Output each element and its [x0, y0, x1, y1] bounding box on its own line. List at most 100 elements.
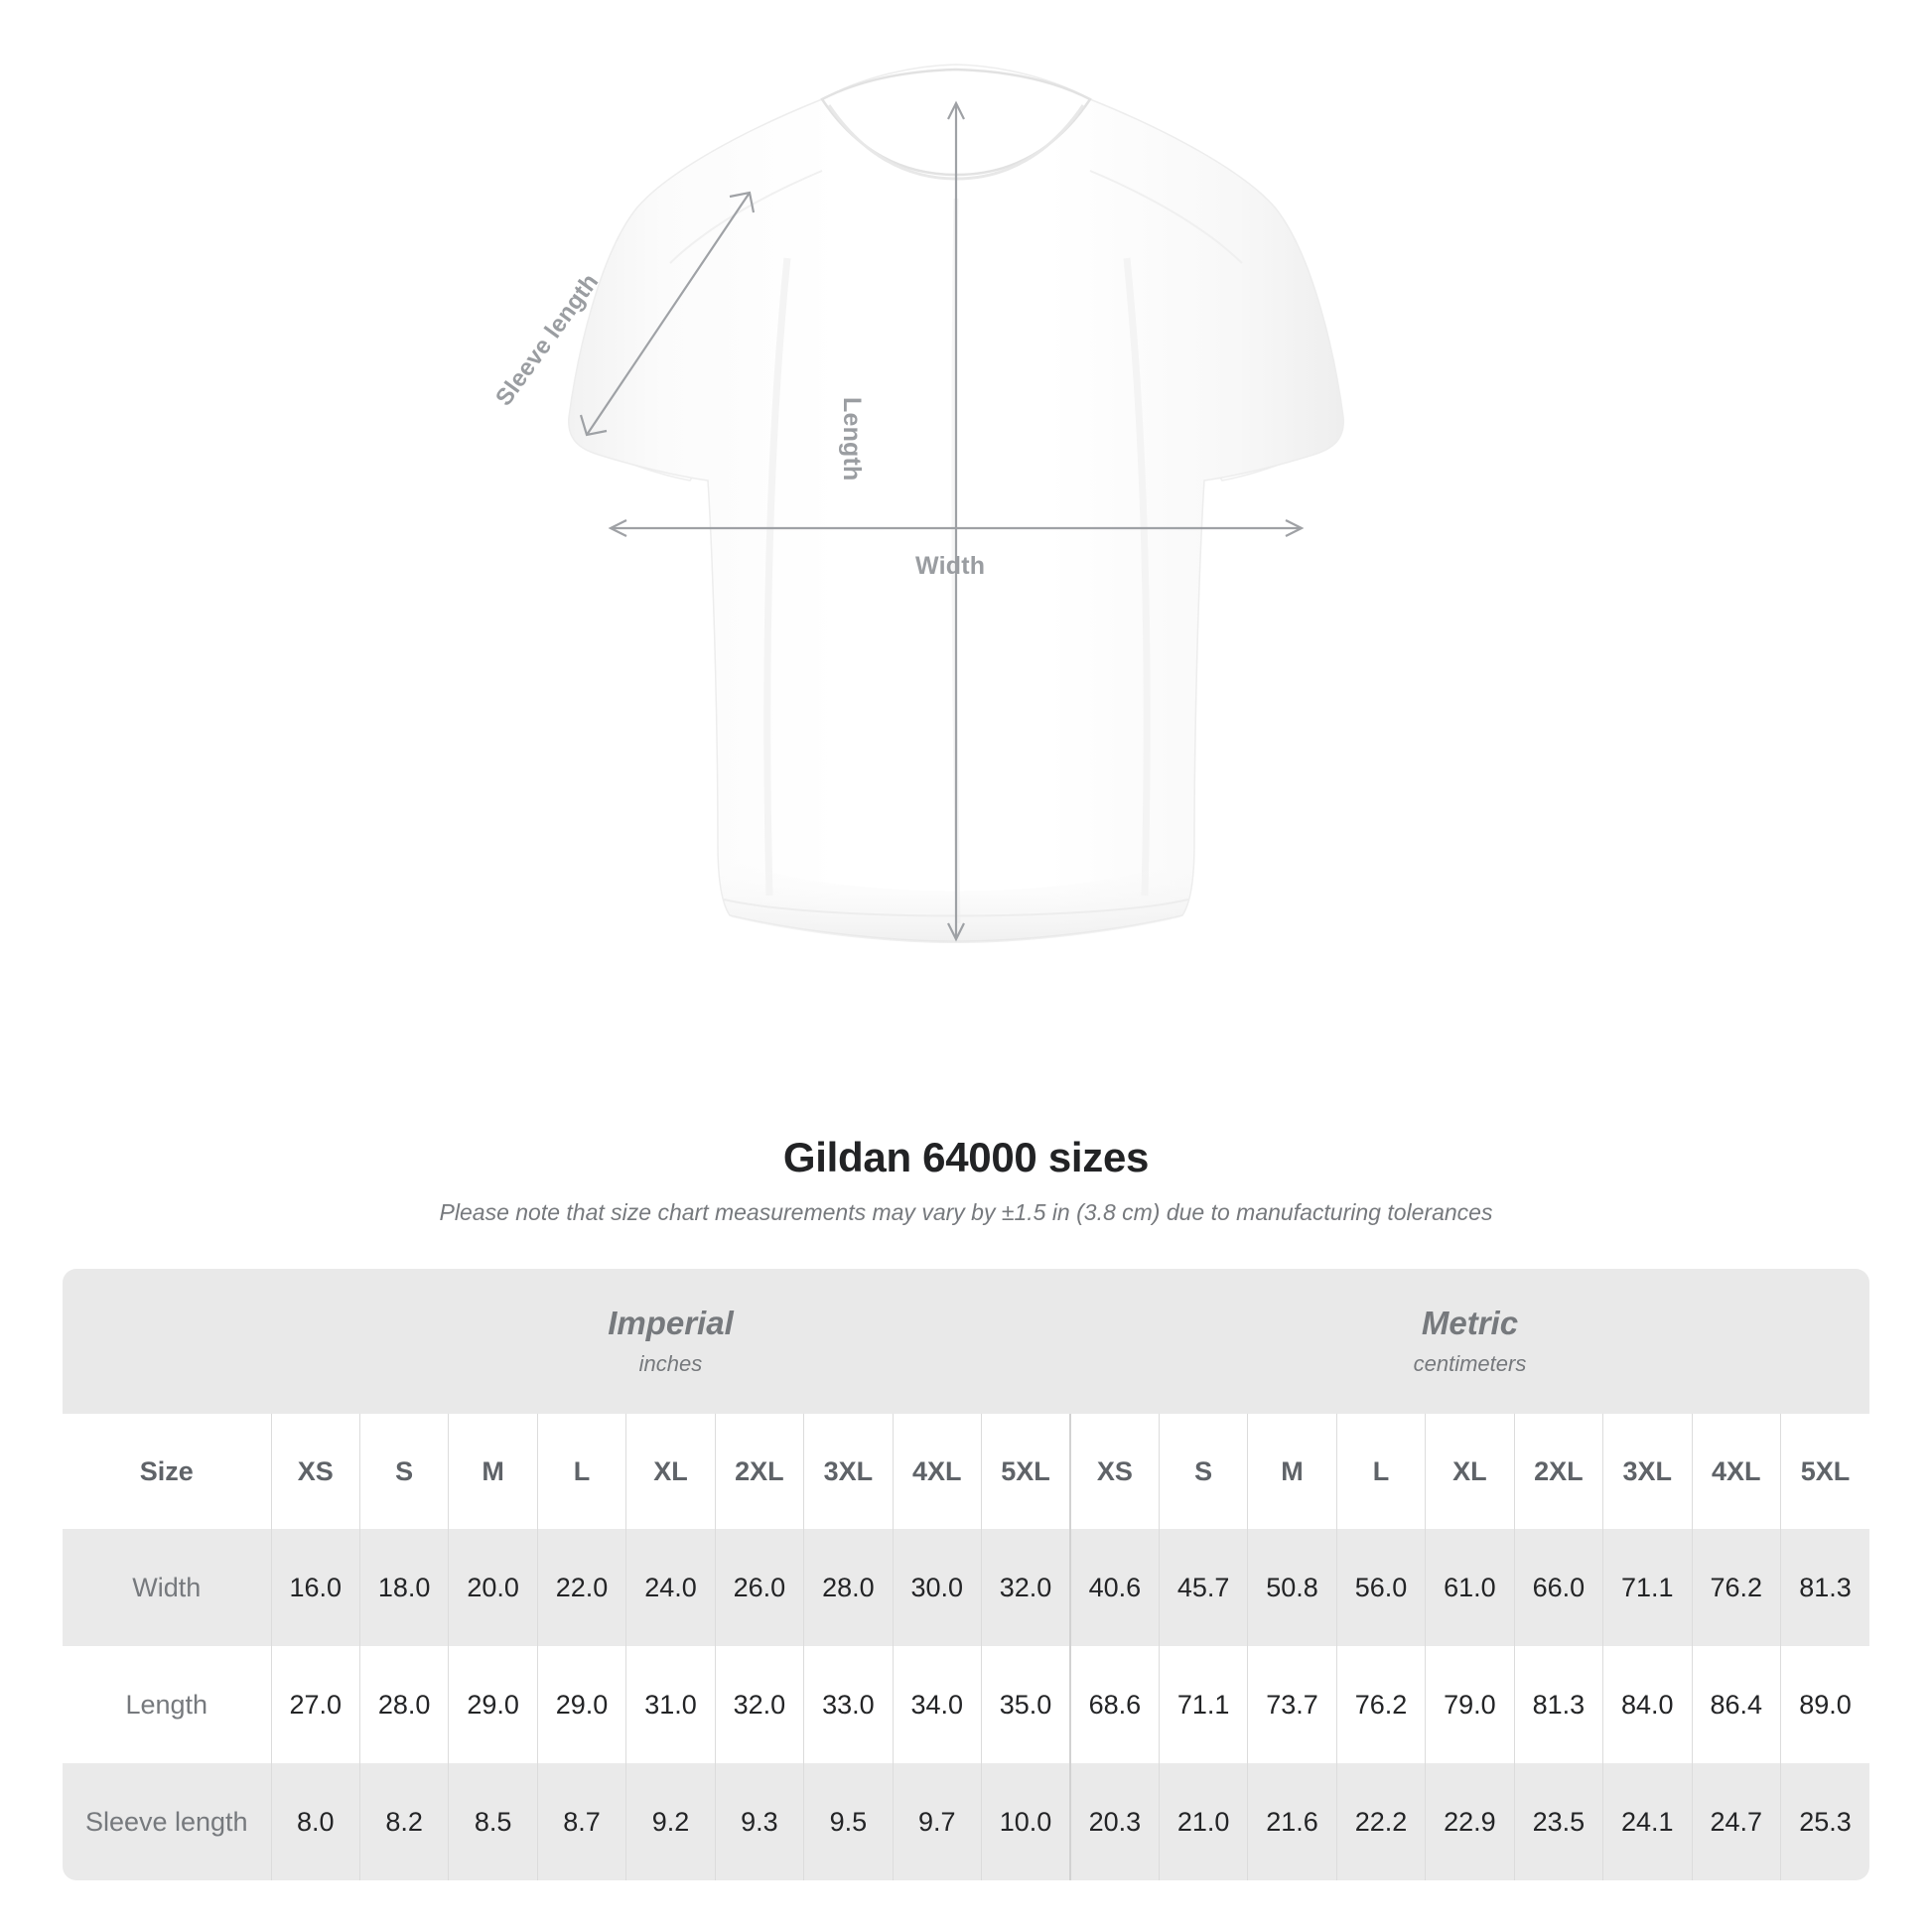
width-imperial-s: 18.0: [358, 1529, 449, 1646]
size-header-metric-m: M: [1247, 1414, 1337, 1529]
length-imperial-l: 29.0: [536, 1646, 626, 1763]
width-arrow-head-right: [1285, 519, 1305, 537]
length-imperial-xl: 31.0: [625, 1646, 716, 1763]
length-metric-2xl: 81.3: [1513, 1646, 1603, 1763]
length-imperial-m: 29.0: [448, 1646, 538, 1763]
page-title: Gildan 64000 sizes: [782, 1134, 1150, 1180]
size-header-metric-2xl: 2XL: [1513, 1414, 1603, 1529]
metric-unit: centimeters: [1413, 1351, 1527, 1377]
size-header-imperial-s: S: [358, 1414, 449, 1529]
size-header-metric-4xl: 4XL: [1691, 1414, 1781, 1529]
sleeve-imperial-2xl: 9.3: [714, 1763, 804, 1880]
unit-banner-row: Imperial inches Metric centimeters: [63, 1269, 1869, 1414]
table-row-length: Length 27.0 28.0 29.0 29.0 31.0 32.0 33.…: [63, 1646, 1869, 1763]
size-header-metric-s: S: [1158, 1414, 1248, 1529]
size-header-metric-xl: XL: [1425, 1414, 1515, 1529]
width-metric-5xl: 81.3: [1779, 1529, 1869, 1646]
sleeve-imperial-xl: 9.2: [625, 1763, 716, 1880]
size-header-row: Size XS S M L XL 2XL 3XL 4XL 5XL XS S M …: [63, 1414, 1869, 1529]
fold-left: [763, 257, 791, 897]
size-header-imperial-4xl: 4XL: [892, 1414, 982, 1529]
tshirt-illustration: Width Length Sleeve length: [0, 60, 1932, 1082]
width-metric-l: 56.0: [1335, 1529, 1426, 1646]
tshirt-image: [0, 60, 1932, 1082]
size-header-imperial-xl: XL: [625, 1414, 716, 1529]
right-shoulder-seam: [1089, 170, 1243, 264]
table-row-sleeve-length: Sleeve length 8.0 8.2 8.5 8.7 9.2 9.3 9.…: [63, 1763, 1869, 1880]
row-label-width: Width: [63, 1529, 271, 1646]
sleeve-metric-l: 22.2: [1335, 1763, 1426, 1880]
width-metric-m: 50.8: [1247, 1529, 1337, 1646]
sleeve-imperial-5xl: 10.0: [980, 1763, 1070, 1880]
width-metric-2xl: 66.0: [1513, 1529, 1603, 1646]
tolerance-note: Please note that size chart measurements…: [439, 1199, 1493, 1225]
size-header-imperial-m: M: [448, 1414, 538, 1529]
size-header-metric-xs: XS: [1068, 1414, 1160, 1529]
length-imperial-xs: 27.0: [270, 1646, 360, 1763]
width-measurement-label: Width: [915, 552, 986, 580]
sleeve-arrow-head-upper: [729, 191, 756, 213]
measurement-arrows: [579, 100, 1305, 942]
sleeve-imperial-4xl: 9.7: [892, 1763, 982, 1880]
tshirt-graphic: [568, 64, 1344, 943]
sleeve-imperial-s: 8.2: [358, 1763, 449, 1880]
size-header-imperial-xs: XS: [270, 1414, 360, 1529]
row-label-sleeve-length: Sleeve length: [63, 1763, 271, 1880]
left-shoulder-seam: [669, 170, 823, 264]
sleeve-arrow-head-lower: [579, 414, 608, 437]
width-imperial-3xl: 28.0: [803, 1529, 894, 1646]
width-imperial-2xl: 26.0: [714, 1529, 804, 1646]
sleeve-metric-s: 21.0: [1158, 1763, 1248, 1880]
length-imperial-3xl: 33.0: [803, 1646, 894, 1763]
row-label-length: Length: [63, 1646, 271, 1763]
length-metric-3xl: 84.0: [1602, 1646, 1692, 1763]
length-metric-xl: 79.0: [1425, 1646, 1515, 1763]
sleeve-metric-3xl: 24.1: [1602, 1763, 1692, 1880]
size-header-metric-3xl: 3XL: [1602, 1414, 1692, 1529]
width-metric-3xl: 71.1: [1602, 1529, 1692, 1646]
width-arrow-head-left: [608, 519, 627, 537]
length-metric-s: 71.1: [1158, 1646, 1248, 1763]
sleeve-imperial-m: 8.5: [448, 1763, 538, 1880]
length-imperial-5xl: 35.0: [980, 1646, 1070, 1763]
size-header-imperial-5xl: 5XL: [980, 1414, 1070, 1529]
length-imperial-2xl: 32.0: [714, 1646, 804, 1763]
width-metric-xl: 61.0: [1425, 1529, 1515, 1646]
imperial-unit: inches: [638, 1351, 703, 1377]
length-metric-l: 76.2: [1335, 1646, 1426, 1763]
sleeve-imperial-3xl: 9.5: [803, 1763, 894, 1880]
length-arrow-head-top: [947, 100, 965, 120]
length-imperial-4xl: 34.0: [892, 1646, 982, 1763]
width-imperial-xl: 24.0: [625, 1529, 716, 1646]
size-table-card: Imperial inches Metric centimeters Size …: [63, 1269, 1869, 1880]
length-metric-4xl: 86.4: [1691, 1646, 1781, 1763]
size-header-metric-l: L: [1335, 1414, 1426, 1529]
length-arrow-head-bottom: [947, 922, 965, 942]
metric-label: Metric: [1421, 1304, 1519, 1341]
sleeve-metric-xl: 22.9: [1425, 1763, 1515, 1880]
chart-heading: Gildan 64000 sizes Please note that size…: [0, 1134, 1932, 1226]
sleeve-metric-2xl: 23.5: [1513, 1763, 1603, 1880]
size-row-label: Size: [63, 1414, 271, 1529]
sleeve-arrow-line: [586, 192, 751, 436]
width-imperial-4xl: 30.0: [892, 1529, 982, 1646]
length-metric-5xl: 89.0: [1779, 1646, 1869, 1763]
sleeve-metric-5xl: 25.3: [1779, 1763, 1869, 1880]
sleeve-metric-4xl: 24.7: [1691, 1763, 1781, 1880]
width-imperial-5xl: 32.0: [980, 1529, 1070, 1646]
length-imperial-s: 28.0: [358, 1646, 449, 1763]
fold-right: [1123, 257, 1151, 897]
width-imperial-xs: 16.0: [270, 1529, 360, 1646]
width-imperial-m: 20.0: [448, 1529, 538, 1646]
sleeve-imperial-xs: 8.0: [270, 1763, 360, 1880]
sleeve-metric-xs: 20.3: [1068, 1763, 1160, 1880]
table-row-width: Width 16.0 18.0 20.0 22.0 24.0 26.0 28.0…: [63, 1529, 1869, 1646]
unit-banner-spacer: [63, 1269, 271, 1414]
imperial-label: Imperial: [608, 1304, 734, 1341]
size-header-metric-5xl: 5XL: [1779, 1414, 1869, 1529]
size-table: Imperial inches Metric centimeters Size …: [63, 1269, 1869, 1880]
size-header-imperial-3xl: 3XL: [803, 1414, 894, 1529]
size-header-imperial-l: L: [536, 1414, 626, 1529]
length-metric-xs: 68.6: [1068, 1646, 1160, 1763]
